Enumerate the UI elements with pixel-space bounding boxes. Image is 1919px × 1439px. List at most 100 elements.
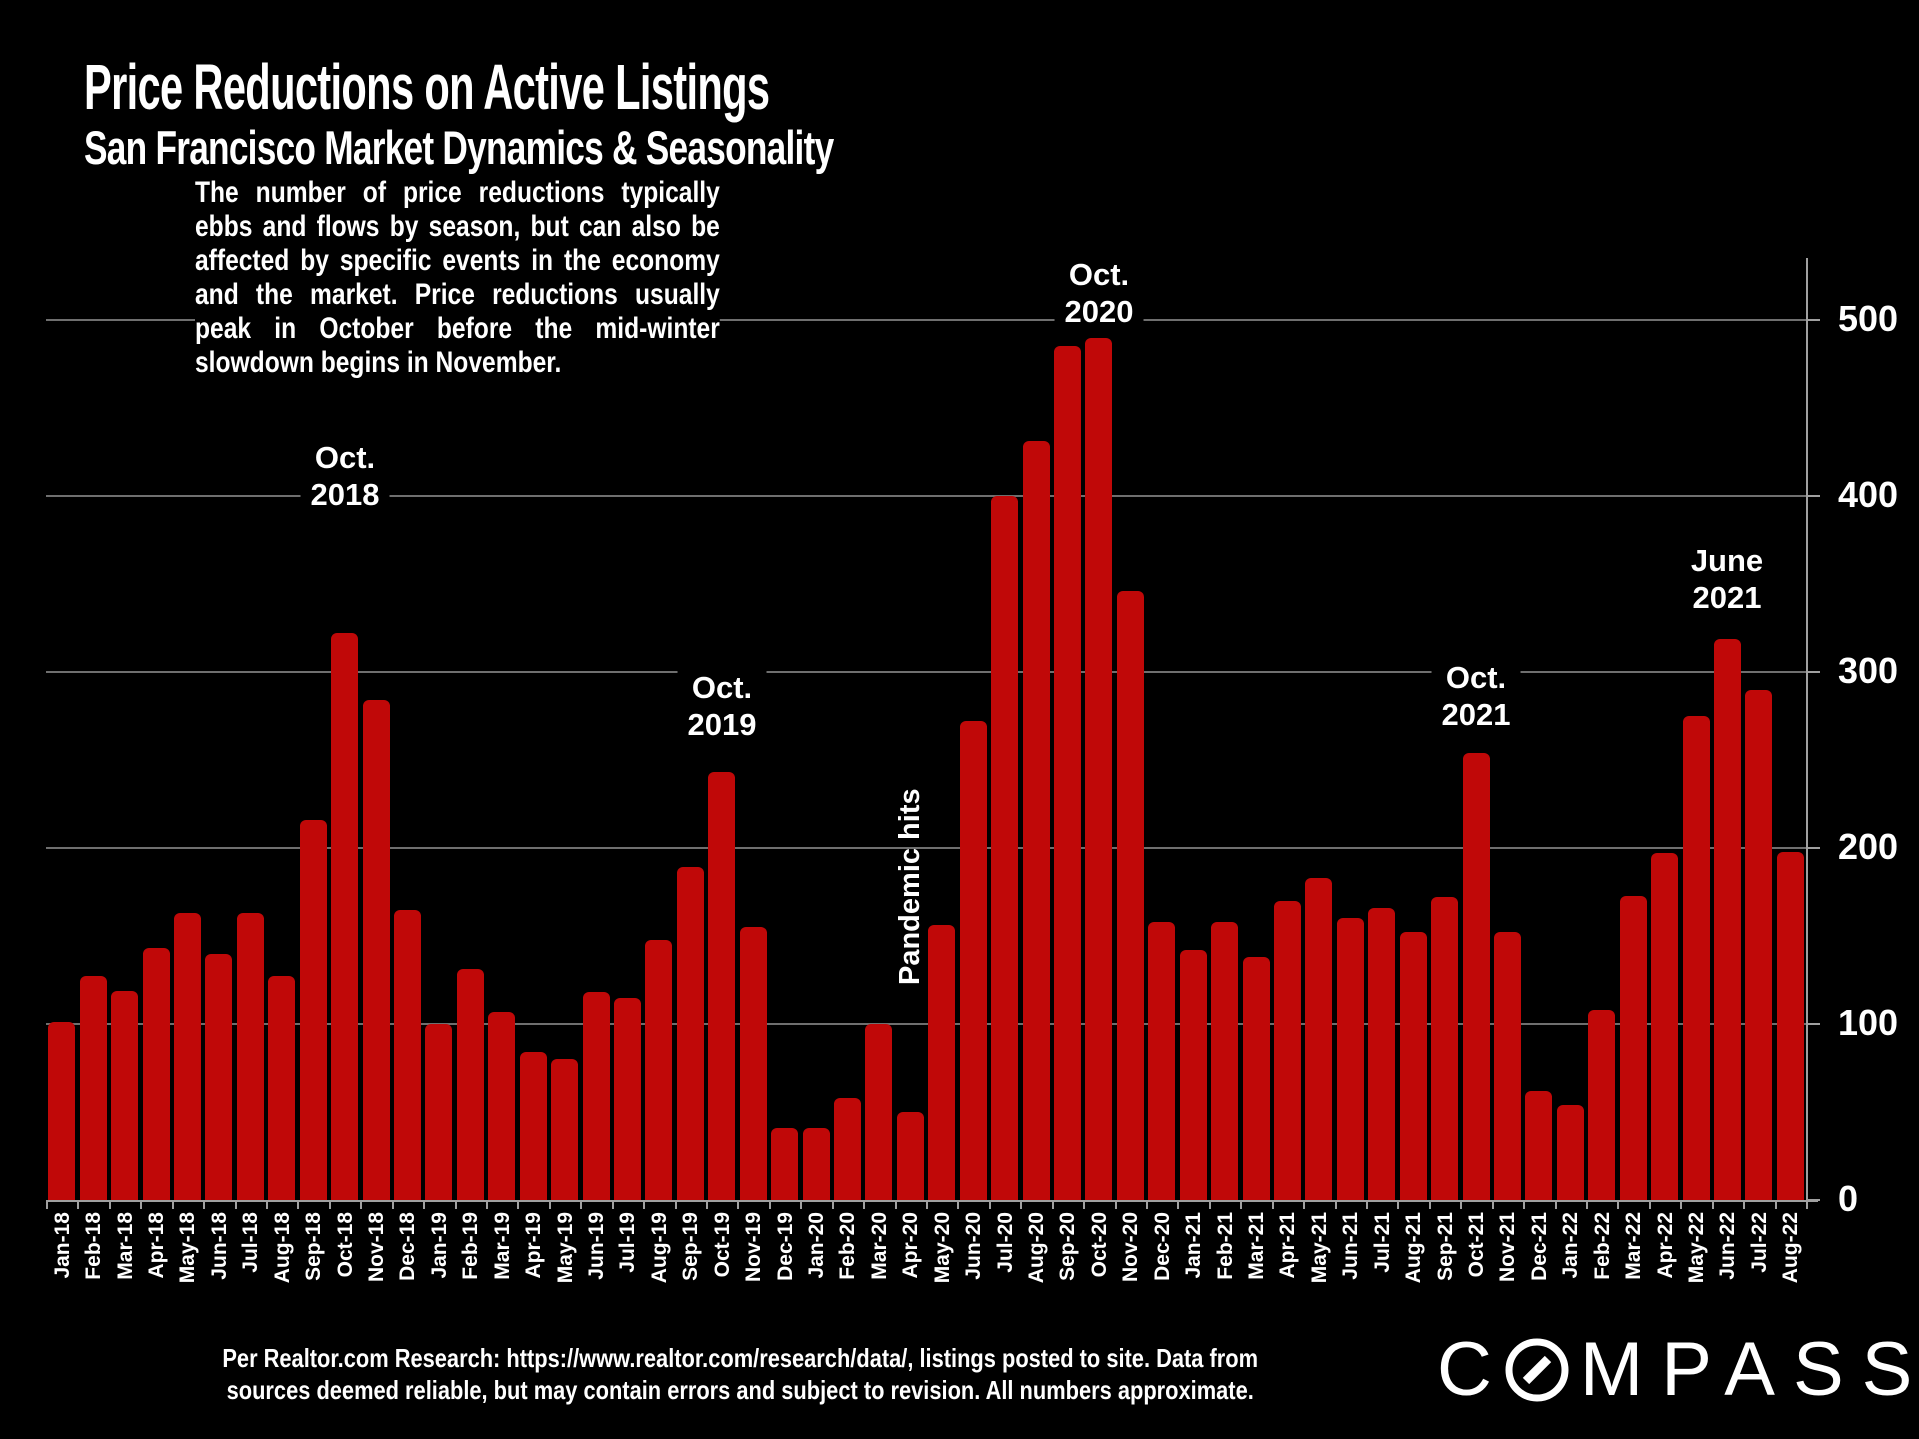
x-axis-label-Oct-19: Oct-19 [711, 1212, 734, 1278]
x-axis-tick [1020, 1200, 1022, 1209]
x-axis-label-Nov-18: Nov-18 [365, 1212, 388, 1283]
bar-Jan-20 [803, 1128, 830, 1200]
x-axis-tick [1115, 1200, 1117, 1209]
x-axis-label-May-18: May-18 [176, 1212, 199, 1284]
bar-Jul-18 [237, 913, 264, 1200]
x-axis-tick [1523, 1200, 1525, 1209]
y-axis-tick-100 [1806, 1023, 1820, 1025]
x-axis-label-Feb-20: Feb-20 [836, 1212, 859, 1280]
x-axis-label-Mar-20: Mar-20 [868, 1212, 891, 1280]
x-axis-tick [109, 1200, 111, 1209]
x-axis-tick [1775, 1200, 1777, 1209]
x-axis-label-Feb-21: Feb-21 [1214, 1212, 1237, 1280]
x-axis-label-May-20: May-20 [931, 1212, 954, 1284]
bar-Mar-20 [865, 1024, 892, 1200]
x-axis-tick [957, 1200, 959, 1209]
bar-Sep-20 [1054, 346, 1081, 1200]
x-axis-tick [203, 1200, 205, 1209]
bar-Mar-22 [1620, 896, 1647, 1200]
x-axis-tick [1209, 1200, 1211, 1209]
bar-Aug-18 [268, 976, 295, 1200]
x-axis-label-Feb-18: Feb-18 [82, 1212, 105, 1280]
x-axis-tick [1555, 1200, 1557, 1209]
page-title: Price Reductions on Active Listings [84, 51, 770, 123]
x-axis-label-Dec-19: Dec-19 [774, 1212, 797, 1281]
x-axis-label-Aug-19: Aug-19 [648, 1212, 671, 1284]
logo-text-c: C [1437, 1327, 1510, 1412]
x-axis-tick [1460, 1200, 1462, 1209]
x-axis-label-Jun-21: Jun-21 [1339, 1212, 1362, 1280]
x-axis-label-Aug-21: Aug-21 [1402, 1212, 1425, 1284]
compass-circle-slash-icon [1505, 1338, 1569, 1401]
bar-Nov-20 [1117, 591, 1144, 1200]
y-axis-label-400: 400 [1838, 474, 1899, 515]
annotation-line: 2019 [687, 707, 757, 742]
x-axis-label-Aug-20: Aug-20 [1025, 1212, 1048, 1284]
bar-Jun-18 [205, 954, 232, 1200]
annotation-line: Oct. [1445, 660, 1507, 695]
annotation-paragraph-line: affected by specific events in the econo… [195, 244, 720, 277]
bar-Dec-20 [1148, 922, 1175, 1200]
bar-Feb-22 [1588, 1010, 1615, 1200]
x-axis-label-Sep-20: Sep-20 [1056, 1212, 1079, 1281]
x-axis-tick [46, 1200, 48, 1209]
x-axis-label-Nov-20: Nov-20 [1119, 1212, 1142, 1283]
x-axis-tick [612, 1200, 614, 1209]
x-axis-tick [140, 1200, 142, 1209]
x-axis-label-Feb-22: Feb-22 [1591, 1212, 1614, 1280]
bar-Dec-18 [394, 910, 421, 1200]
compass-logo: C MPASS [1437, 1326, 1919, 1413]
y-axis-tick-400 [1806, 495, 1820, 497]
bar-Apr-19 [520, 1052, 547, 1200]
x-axis-tick [832, 1200, 834, 1209]
x-axis-tick [1366, 1200, 1368, 1209]
x-axis-label-Jul-21: Jul-21 [1371, 1212, 1394, 1273]
x-axis-tick [235, 1200, 237, 1209]
x-axis-tick [1743, 1200, 1745, 1209]
y-axis-line [1806, 258, 1808, 1202]
x-axis-tick [1492, 1200, 1494, 1209]
bar-Jan-19 [425, 1024, 452, 1200]
x-axis-label-Jul-18: Jul-18 [239, 1212, 262, 1273]
x-axis-tick [392, 1200, 394, 1209]
x-axis-label-May-19: May-19 [554, 1212, 577, 1284]
x-axis-label-Dec-18: Dec-18 [396, 1212, 419, 1281]
x-axis-tick [737, 1200, 739, 1209]
x-axis-label-Sep-18: Sep-18 [302, 1212, 325, 1281]
bar-Jun-20 [960, 721, 987, 1200]
x-axis-tick [360, 1200, 362, 1209]
x-axis-label-Oct-20: Oct-20 [1088, 1212, 1111, 1278]
bar-Jul-22 [1745, 690, 1772, 1200]
bar-Mar-21 [1243, 957, 1270, 1200]
annotation-pandemic-hits: Pandemic hits [894, 788, 926, 985]
x-axis-label-Feb-19: Feb-19 [459, 1212, 482, 1280]
annotation-paragraph-line: The number of price reductions typically [195, 176, 720, 209]
annotation-line: June [1690, 543, 1764, 578]
annotation-line: 2021 [1692, 580, 1762, 615]
bar-Mar-19 [488, 1012, 515, 1200]
x-axis-label-Sep-21: Sep-21 [1434, 1212, 1457, 1281]
bar-Feb-18 [80, 976, 107, 1200]
bar-Sep-18 [300, 820, 327, 1200]
bar-Aug-22 [1777, 852, 1804, 1200]
x-axis-tick [1712, 1200, 1714, 1209]
bar-Apr-20 [897, 1112, 924, 1200]
x-axis-line [46, 1200, 1818, 1202]
x-axis-tick [580, 1200, 582, 1209]
bar-Jan-21 [1180, 950, 1207, 1200]
x-axis-label-Mar-18: Mar-18 [114, 1212, 137, 1280]
bar-Sep-21 [1431, 897, 1458, 1200]
annotation-paragraph-line: peak in October before the mid-winter [195, 312, 720, 345]
x-axis-label-Jun-22: Jun-22 [1716, 1212, 1739, 1280]
y-axis-label-300: 300 [1838, 650, 1899, 691]
x-axis-label-Nov-19: Nov-19 [742, 1212, 765, 1283]
x-axis-label-Apr-19: Apr-19 [522, 1212, 545, 1279]
footer-line-1: Per Realtor.com Research: https://www.re… [222, 1343, 1259, 1373]
bar-Jun-19 [583, 992, 610, 1200]
gridline-200 [46, 847, 1806, 849]
bar-Dec-21 [1525, 1091, 1552, 1200]
x-axis-tick [77, 1200, 79, 1209]
x-axis-tick [769, 1200, 771, 1209]
x-axis-label-Apr-21: Apr-21 [1276, 1212, 1299, 1279]
annotation-paragraph-line: ebbs and flows by season, but can also b… [195, 210, 720, 243]
